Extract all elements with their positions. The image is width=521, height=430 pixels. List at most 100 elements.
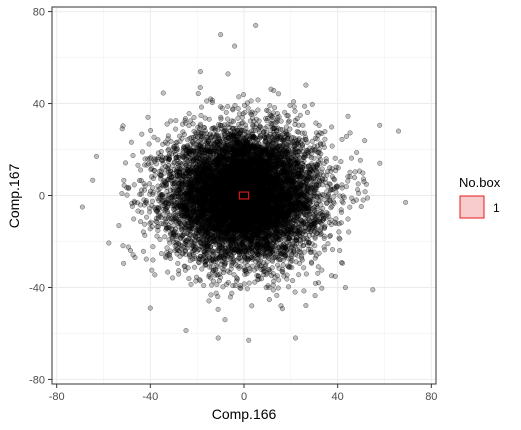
data-point xyxy=(148,127,154,134)
data-point xyxy=(236,94,242,100)
data-point xyxy=(345,216,351,222)
data-point xyxy=(348,155,355,161)
data-point xyxy=(316,280,322,286)
data-point xyxy=(130,152,136,159)
data-point xyxy=(249,109,255,115)
data-point xyxy=(224,116,231,122)
data-point xyxy=(275,285,281,291)
data-point xyxy=(150,185,156,191)
data-point xyxy=(143,256,149,262)
data-point xyxy=(316,122,322,128)
data-point xyxy=(160,141,166,147)
data-point xyxy=(142,232,148,238)
data-point xyxy=(206,116,212,122)
data-point xyxy=(346,229,352,235)
data-point xyxy=(339,185,345,191)
data-point xyxy=(121,260,127,266)
data-point xyxy=(292,117,298,124)
data-point xyxy=(137,219,144,225)
data-point xyxy=(291,99,297,105)
data-point xyxy=(244,286,250,292)
data-point xyxy=(149,267,155,273)
data-point xyxy=(160,212,166,218)
data-point xyxy=(296,272,302,278)
data-point xyxy=(303,302,309,309)
data-point xyxy=(146,181,153,187)
data-point xyxy=(165,269,171,275)
data-point xyxy=(352,175,358,181)
data-point xyxy=(149,160,155,166)
data-point xyxy=(304,109,311,115)
data-point xyxy=(150,257,156,263)
data-point xyxy=(292,121,298,128)
data-point xyxy=(126,184,132,190)
data-point xyxy=(222,317,228,323)
data-point xyxy=(291,104,297,110)
data-point xyxy=(336,229,342,235)
data-point xyxy=(328,205,334,211)
data-point xyxy=(124,192,130,198)
data-point xyxy=(177,133,183,139)
data-point xyxy=(246,280,252,286)
data-point xyxy=(338,220,344,226)
data-point xyxy=(311,155,317,161)
data-point xyxy=(176,268,182,274)
data-point xyxy=(267,103,273,109)
data-point xyxy=(249,303,255,309)
data-point xyxy=(235,115,241,121)
data-point xyxy=(152,272,158,278)
data-point xyxy=(185,265,191,271)
data-point xyxy=(363,181,369,187)
data-point xyxy=(147,226,153,232)
data-point xyxy=(194,274,200,280)
data-point xyxy=(266,297,272,303)
data-point xyxy=(188,281,194,287)
data-point xyxy=(321,144,327,150)
data-point xyxy=(173,126,179,132)
data-point xyxy=(144,214,150,220)
data-point xyxy=(301,288,307,294)
data-point xyxy=(198,112,204,119)
data-point xyxy=(274,110,280,117)
data-point xyxy=(318,140,324,146)
data-point xyxy=(355,181,361,187)
data-point xyxy=(131,216,137,222)
data-point xyxy=(325,211,331,217)
data-point xyxy=(309,101,315,107)
data-point xyxy=(219,105,225,111)
data-point xyxy=(209,282,215,288)
data-point xyxy=(147,209,153,215)
data-point xyxy=(349,195,355,201)
data-point xyxy=(303,82,309,88)
points xyxy=(79,22,409,343)
data-point xyxy=(106,240,112,246)
data-point xyxy=(255,97,261,103)
data-point xyxy=(377,122,383,128)
data-point xyxy=(235,105,241,112)
data-point xyxy=(331,177,337,183)
data-point xyxy=(138,167,144,173)
data-point xyxy=(150,198,156,204)
data-point xyxy=(323,156,329,162)
data-point xyxy=(131,182,137,188)
data-point xyxy=(128,139,134,145)
data-point xyxy=(321,160,327,167)
data-point xyxy=(198,104,205,110)
data-point xyxy=(90,177,96,183)
data-point xyxy=(146,141,152,147)
data-point xyxy=(173,118,179,124)
data-point xyxy=(292,289,298,295)
data-point xyxy=(140,248,147,254)
data-point xyxy=(255,107,261,113)
data-point xyxy=(280,262,286,268)
data-point xyxy=(116,223,122,229)
data-point xyxy=(270,282,276,288)
data-point xyxy=(319,285,325,291)
data-point xyxy=(235,263,241,269)
data-point xyxy=(121,182,127,188)
data-point xyxy=(199,266,205,272)
data-point xyxy=(290,278,296,284)
data-point xyxy=(183,327,189,334)
data-point xyxy=(354,149,360,156)
